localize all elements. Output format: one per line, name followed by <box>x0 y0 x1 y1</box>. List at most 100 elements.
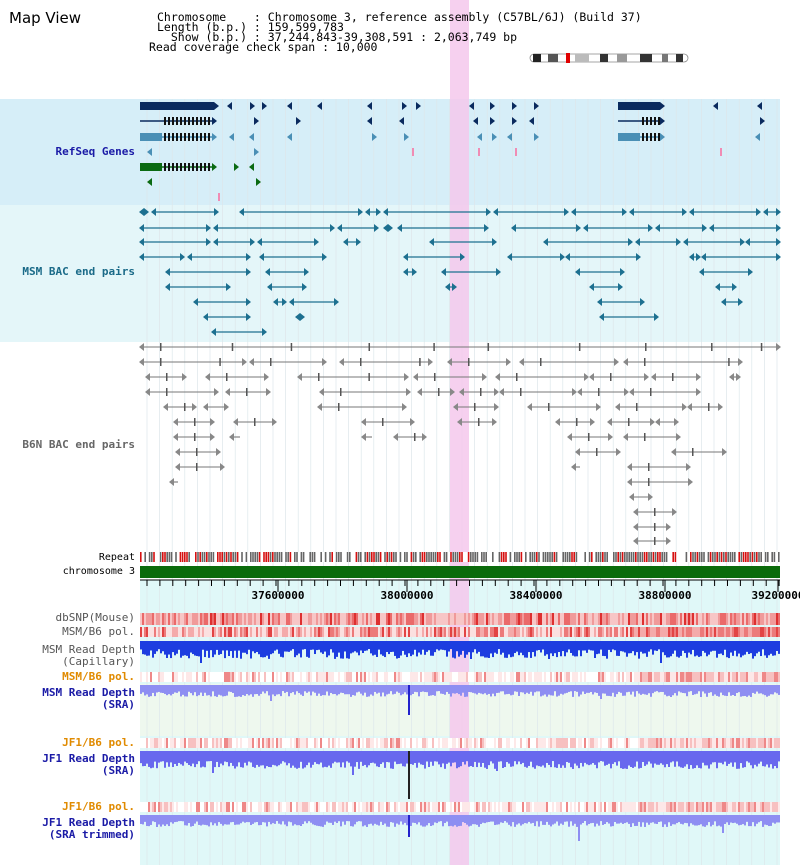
jf1-b6-pol-track-2[interactable] <box>140 802 780 812</box>
bac-end-marker <box>648 493 653 501</box>
chromosome-bar[interactable] <box>140 566 780 578</box>
heat-cell <box>662 627 664 637</box>
depth-bar <box>264 815 266 823</box>
repeat-segment <box>186 552 188 562</box>
heat-cell <box>532 672 534 682</box>
depth-bar <box>764 685 766 696</box>
heat-cell <box>156 802 158 812</box>
heat-cell <box>510 627 512 637</box>
heat-cell <box>644 627 646 637</box>
heat-cell <box>172 672 174 682</box>
repeat-segment <box>159 552 162 562</box>
depth-bar <box>304 685 306 692</box>
depth-bar <box>396 685 398 692</box>
depth-bar <box>440 641 442 650</box>
heat-cell <box>744 672 746 682</box>
bac-end-marker <box>297 373 302 381</box>
depth-bar <box>626 815 628 823</box>
heat-cell <box>530 613 532 625</box>
depth-spike <box>408 815 410 837</box>
repeat-segment <box>558 552 560 562</box>
bac-end-marker <box>654 313 659 321</box>
depth-bar <box>386 685 388 695</box>
depth-bar <box>318 641 320 650</box>
depth-bar <box>520 815 522 826</box>
refseq-genes-label[interactable]: RefSeq Genes <box>55 145 135 158</box>
chromosome-ideogram[interactable] <box>529 53 689 63</box>
depth-bar <box>632 685 634 692</box>
depth-bar <box>212 685 214 692</box>
heat-cell <box>284 613 286 625</box>
heat-cell <box>220 802 222 812</box>
heat-cell <box>226 672 228 682</box>
msm-read-depth-sra-track[interactable] <box>140 685 780 715</box>
heat-cell <box>438 613 440 625</box>
depth-bar <box>634 685 636 697</box>
heat-cell <box>262 627 264 637</box>
depth-bar <box>450 815 452 826</box>
bac-end-marker <box>173 433 178 441</box>
heat-cell <box>356 672 358 682</box>
heat-cell <box>376 672 378 682</box>
depth-bar <box>562 815 564 825</box>
depth-bar <box>316 685 318 696</box>
heat-cell <box>322 738 324 748</box>
heat-cell <box>276 672 278 682</box>
heat-cell <box>656 738 658 748</box>
depth-bar <box>344 751 346 768</box>
depth-bar <box>190 641 192 653</box>
heat-cell <box>640 627 642 637</box>
heat-cell <box>296 672 298 682</box>
heat-cell <box>446 672 448 682</box>
heat-cell <box>412 672 414 682</box>
refseq-genes-track[interactable] <box>140 102 765 201</box>
depth-bar <box>446 685 448 692</box>
repeat-segment <box>157 552 160 562</box>
depth-bar <box>228 685 230 692</box>
msm-bac-pairs-track[interactable] <box>139 208 781 336</box>
gene-exon <box>184 133 186 141</box>
repeat-segment <box>190 552 193 562</box>
msm-b6-pol-track[interactable] <box>140 627 780 637</box>
repeat-segment <box>162 552 164 562</box>
heat-cell <box>494 802 496 812</box>
heat-cell <box>326 672 328 682</box>
gene-arrow <box>249 163 254 171</box>
repeat-track[interactable] <box>140 552 780 562</box>
b6n-bac-pairs-track[interactable] <box>139 343 781 545</box>
heat-cell <box>372 802 374 812</box>
depth-bar <box>344 815 346 825</box>
heat-cell <box>534 738 536 748</box>
repeat-segment <box>401 552 404 562</box>
depth-bar <box>576 815 578 827</box>
jf1-b6-pol-track[interactable] <box>140 738 780 748</box>
bac-tick <box>194 418 196 426</box>
heat-cell <box>752 613 754 625</box>
depth-bar <box>332 751 334 764</box>
depth-bar <box>562 641 564 652</box>
bac-tick <box>480 388 482 396</box>
b6n-bac-label[interactable]: B6N BAC end pairs <box>22 438 135 451</box>
heat-cell <box>370 738 372 748</box>
msm-bac-label[interactable]: MSM BAC end pairs <box>22 265 135 278</box>
msm-b6-pol-track-2[interactable] <box>140 672 780 682</box>
depth-bar <box>516 815 518 825</box>
jf1-read-depth-trimmed-track[interactable] <box>140 815 780 841</box>
depth-bar <box>340 685 342 693</box>
heat-cell <box>346 802 348 812</box>
dbsnp-track[interactable] <box>140 613 780 625</box>
heat-cell <box>602 613 604 625</box>
depth-bar <box>448 751 450 763</box>
heat-cell <box>516 738 518 748</box>
msm-read-depth-capillary-track[interactable] <box>140 641 780 663</box>
heat-cell <box>258 802 260 812</box>
jf1-read-depth-sra-track[interactable] <box>140 751 780 799</box>
depth-bar <box>304 815 306 822</box>
depth-bar <box>746 751 748 762</box>
heat-cell <box>200 613 202 625</box>
heat-cell <box>272 613 274 625</box>
heat-cell <box>584 613 586 625</box>
depth-bar <box>364 751 366 765</box>
heat-cell <box>682 738 684 748</box>
